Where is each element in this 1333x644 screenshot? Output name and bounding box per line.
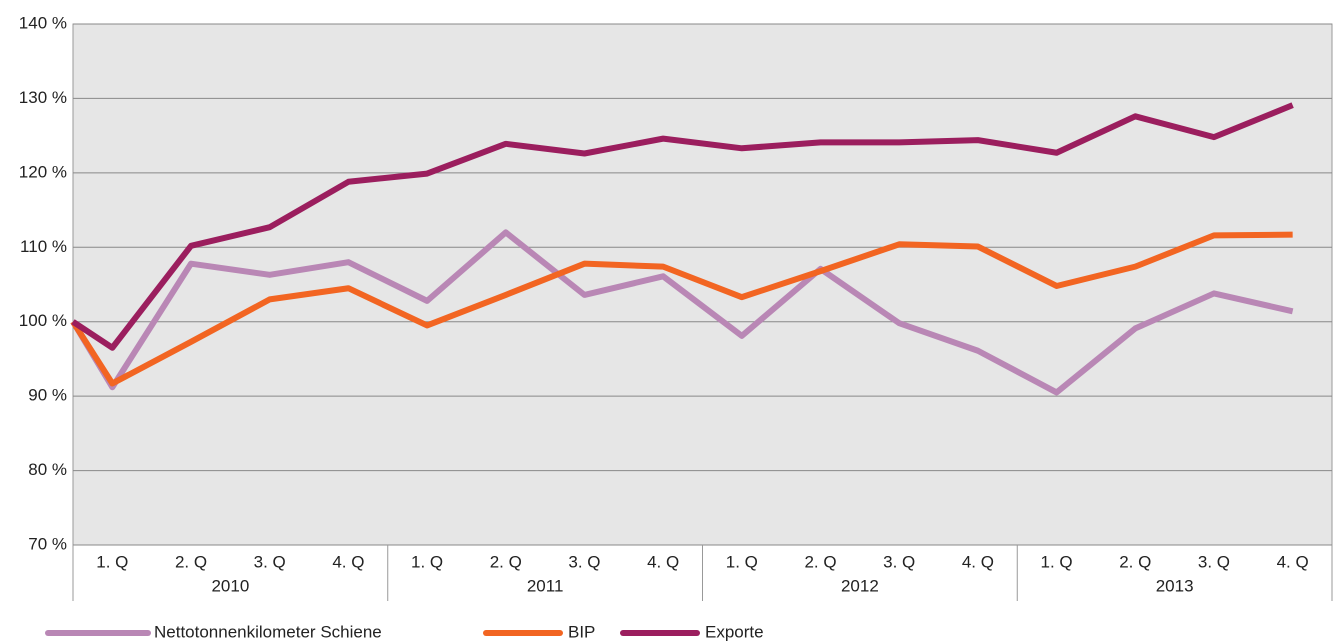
series-line (71, 102, 1294, 351)
x-tick-label: 2. Q (490, 552, 522, 571)
year-label: 2013 (1156, 576, 1194, 595)
y-tick-label: 70 % (28, 534, 67, 553)
x-tick-label: 1. Q (411, 552, 443, 571)
x-tick-label: 3. Q (568, 552, 600, 571)
x-tick-label: 3. Q (883, 552, 915, 571)
year-label: 2012 (841, 576, 879, 595)
y-tick-label: 120 % (19, 162, 67, 181)
x-tick-label: 4. Q (647, 552, 679, 571)
x-tick-label: 4. Q (332, 552, 364, 571)
y-tick-label: 140 % (19, 13, 67, 32)
legend-label: Nettotonnenkilometer Schiene (154, 622, 382, 641)
y-tick-label: 100 % (19, 311, 67, 330)
x-tick-label: 2. Q (1119, 552, 1151, 571)
y-tick-label: 110 % (20, 237, 67, 256)
y-tick-label: 90 % (28, 386, 67, 405)
x-tick-label: 2. Q (175, 552, 207, 571)
x-tick-label: 3. Q (1198, 552, 1230, 571)
legend-label: BIP (568, 622, 595, 641)
x-tick-label: 2. Q (804, 552, 836, 571)
x-tick-label: 1. Q (726, 552, 758, 571)
x-tick-label: 3. Q (254, 552, 286, 571)
y-tick-label: 80 % (28, 460, 67, 479)
x-tick-label: 4. Q (962, 552, 994, 571)
x-tick-label: 4. Q (1277, 552, 1309, 571)
series-line (70, 231, 1293, 387)
y-tick-label: 130 % (19, 88, 67, 107)
x-tick-label: 1. Q (96, 552, 128, 571)
x-tick-label: 1. Q (1041, 552, 1073, 571)
year-label: 2011 (527, 576, 564, 595)
year-label: 2010 (211, 576, 249, 595)
legend-label: Exporte (705, 622, 764, 641)
series-line (70, 229, 1294, 396)
